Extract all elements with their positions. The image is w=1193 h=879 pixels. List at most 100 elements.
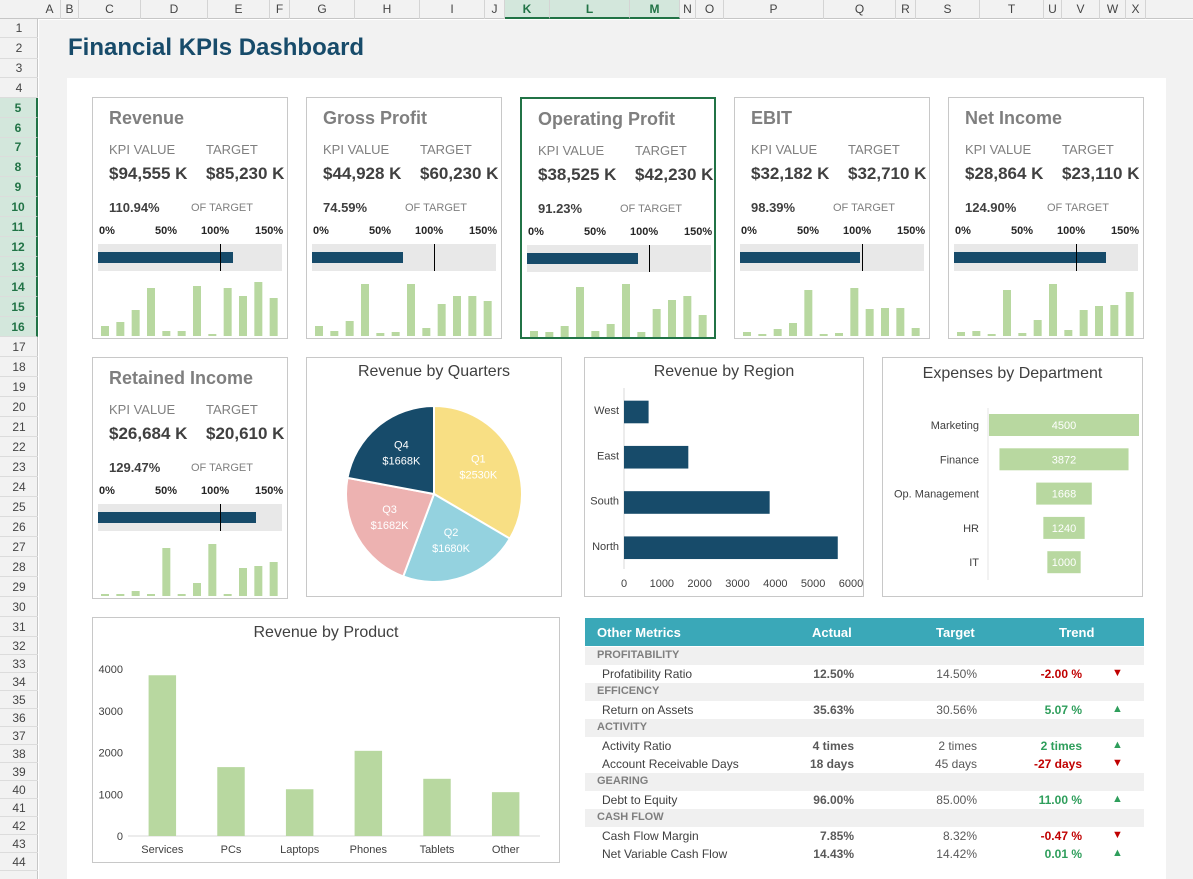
column-header-S[interactable]: S — [916, 0, 980, 19]
row-header-18[interactable]: 18 — [0, 357, 38, 377]
kpi-card-operating-profit[interactable]: Operating Profit KPI VALUE TARGET $38,525 K… — [520, 97, 716, 339]
row-header-2[interactable]: 2 — [0, 38, 38, 59]
kpi-sparkline — [315, 284, 492, 336]
row-header-21[interactable]: 21 — [0, 417, 38, 437]
row-header-24[interactable]: 24 — [0, 477, 38, 497]
row-header-14[interactable]: 14 — [0, 277, 38, 297]
column-header-U[interactable]: U — [1044, 0, 1062, 19]
kpi-spark-bar — [131, 591, 140, 596]
pie-slice-q2 — [401, 492, 512, 583]
column-header-R[interactable]: R — [896, 0, 916, 19]
column-header-H[interactable]: H — [355, 0, 420, 19]
column-header-B[interactable]: B — [61, 0, 79, 19]
row-header-31[interactable]: 31 — [0, 617, 38, 637]
row-header-35[interactable]: 35 — [0, 691, 38, 709]
kpi-scale-tick: 0% — [313, 225, 329, 237]
row-header-39[interactable]: 39 — [0, 763, 38, 781]
row-header-6[interactable]: 6 — [0, 118, 38, 138]
column-header-O[interactable]: O — [696, 0, 724, 19]
row-header-25[interactable]: 25 — [0, 497, 38, 517]
column-header-W[interactable]: W — [1100, 0, 1126, 19]
product-bar-services — [148, 675, 177, 836]
row-header-38[interactable]: 38 — [0, 745, 38, 763]
row-header-22[interactable]: 22 — [0, 437, 38, 457]
kpi-card-revenue[interactable]: Revenue KPI VALUE TARGET $94,555 K $85,230 K… — [92, 97, 288, 339]
row-header-3[interactable]: 3 — [0, 59, 38, 78]
kpi-spark-bar — [835, 333, 843, 336]
kpi-scale-tick: 100% — [630, 226, 659, 238]
product-bar-other — [491, 792, 520, 836]
column-header-V[interactable]: V — [1062, 0, 1100, 19]
row-header-30[interactable]: 30 — [0, 597, 38, 617]
row-header-7[interactable]: 7 — [0, 138, 38, 157]
expenses-category-label: Finance — [940, 454, 979, 466]
column-header-T[interactable]: T — [980, 0, 1044, 19]
column-header-I[interactable]: I — [420, 0, 485, 19]
row-header-20[interactable]: 20 — [0, 397, 38, 417]
column-header-P[interactable]: P — [724, 0, 824, 19]
kpi-spark-bar — [773, 329, 782, 336]
column-header-K[interactable]: K — [505, 0, 550, 19]
row-header-34[interactable]: 34 — [0, 673, 38, 691]
column-header-J[interactable]: J — [485, 0, 505, 19]
row-header-15[interactable]: 15 — [0, 297, 38, 317]
row-header-4[interactable]: 4 — [0, 78, 38, 98]
row-header-10[interactable]: 10 — [0, 197, 38, 217]
row-header-13[interactable]: 13 — [0, 257, 38, 277]
row-header-9[interactable]: 9 — [0, 177, 38, 197]
row-header-26[interactable]: 26 — [0, 517, 38, 537]
kpi-value-label: KPI VALUE — [965, 142, 1032, 157]
region-chart[interactable]: Revenue by Region West East South North 0 100… — [584, 357, 864, 597]
row-header-43[interactable]: 43 — [0, 835, 38, 853]
column-header-M[interactable]: M — [630, 0, 680, 19]
product-chart[interactable]: Revenue by Product 0 1000 2000 3000 4000 Serv… — [92, 617, 560, 863]
product-category-label: PCs — [221, 844, 242, 856]
column-header-Q[interactable]: Q — [824, 0, 896, 19]
row-header-28[interactable]: 28 — [0, 557, 38, 577]
row-header-16[interactable]: 16 — [0, 317, 38, 337]
column-header-A[interactable]: A — [39, 0, 61, 19]
column-header-G[interactable]: G — [290, 0, 355, 19]
column-header-C[interactable]: C — [79, 0, 141, 19]
kpi-card-gross-profit[interactable]: Gross Profit KPI VALUE TARGET $44,928 K $60,… — [306, 97, 502, 339]
column-header-N[interactable]: N — [680, 0, 696, 19]
row-header-8[interactable]: 8 — [0, 157, 38, 177]
expenses-chart[interactable]: Expenses by Department 4500 Marketing 3872… — [882, 357, 1143, 597]
column-header-F[interactable]: F — [270, 0, 290, 19]
row-header-33[interactable]: 33 — [0, 655, 38, 673]
kpi-name: Revenue — [109, 108, 185, 128]
kpi-spark-bar — [987, 334, 996, 336]
row-header-19[interactable]: 19 — [0, 377, 38, 397]
row-header-41[interactable]: 41 — [0, 799, 38, 817]
row-header-23[interactable]: 23 — [0, 457, 38, 477]
product-category-label: Other — [492, 844, 520, 856]
kpi-card-ebit[interactable]: EBIT KPI VALUE TARGET $32,182 K $32,710 K 98.… — [734, 97, 930, 339]
kpi-target-label: TARGET — [635, 143, 687, 158]
column-header-E[interactable]: E — [208, 0, 270, 19]
row-header-44[interactable]: 44 — [0, 853, 38, 871]
row-header-12[interactable]: 12 — [0, 237, 38, 257]
kpi-spark-bar — [1095, 306, 1103, 336]
row-header-11[interactable]: 11 — [0, 217, 38, 237]
row-header-27[interactable]: 27 — [0, 537, 38, 557]
kpi-spark-bar — [193, 286, 201, 336]
kpi-card-net-income[interactable]: Net Income KPI VALUE TARGET $28,864 K $23,11… — [948, 97, 1144, 339]
column-header-X[interactable]: X — [1126, 0, 1146, 19]
column-header-D[interactable]: D — [141, 0, 208, 19]
kpi-spark-bar — [530, 331, 538, 337]
quarters-chart[interactable]: Revenue by Quarters Q1 $2530K Q2 $1680K Q3 $1… — [306, 357, 562, 597]
row-header-36[interactable]: 36 — [0, 709, 38, 727]
region-chart-title: Revenue by Region — [653, 363, 795, 380]
column-header-L[interactable]: L — [550, 0, 630, 19]
row-header-37[interactable]: 37 — [0, 727, 38, 745]
row-header-17[interactable]: 17 — [0, 337, 38, 357]
row-header-32[interactable]: 32 — [0, 637, 38, 655]
kpi-card-retained-income[interactable]: Retained Income KPI VALUE TARGET $26,684 K $… — [92, 357, 288, 599]
row-header-40[interactable]: 40 — [0, 781, 38, 799]
row-header-29[interactable]: 29 — [0, 577, 38, 597]
row-header-1[interactable]: 1 — [0, 19, 38, 38]
row-header-5[interactable]: 5 — [0, 98, 38, 118]
metrics-row: Return on Assets 35.63% 30.56% 5.07 % ▲ — [585, 701, 1144, 719]
row-header-42[interactable]: 42 — [0, 817, 38, 835]
metrics-label: Activity Ratio — [602, 739, 672, 753]
